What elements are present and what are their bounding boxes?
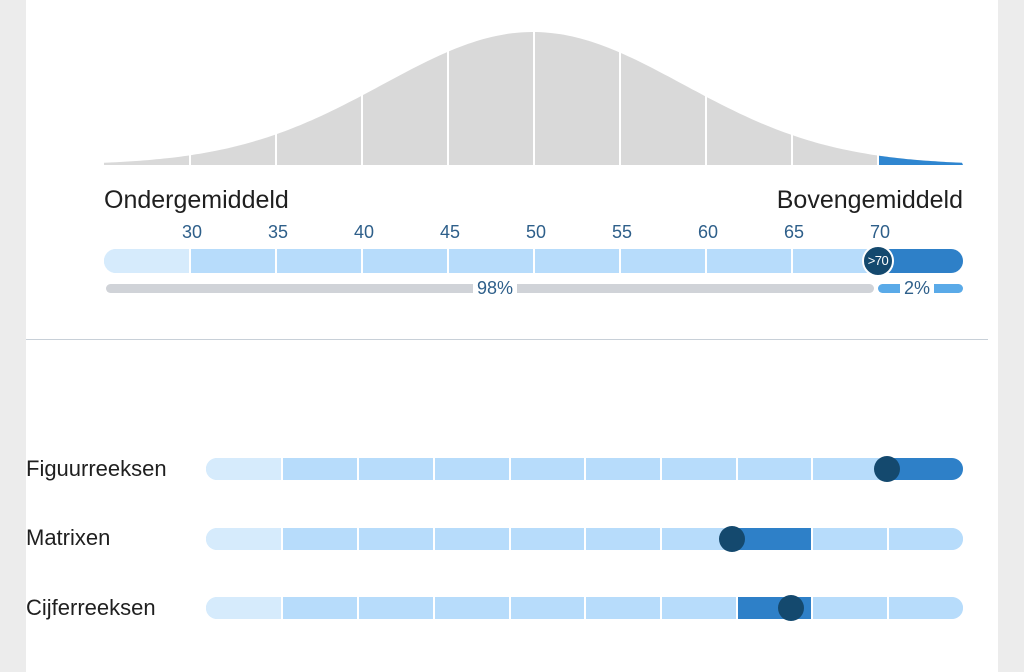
score-scale [104,249,963,273]
subtest-label-cijferreeksen: Cijferreeksen [26,595,156,620]
subtest-label-figuurreeksen: Figuurreeksen [26,456,167,481]
percent-above-label: 2% [900,278,935,299]
above-average-label: Bovengemiddeld [776,186,963,214]
tick-label: 35 [267,222,289,242]
subtest-marker-figuurreeksen [874,456,900,482]
tick-label: 45 [439,222,461,242]
tick-label: 65 [783,222,805,242]
tick-label: 60 [697,222,719,242]
subtest-marker-cijferreeksen [778,595,804,621]
subtest-marker-matrixen [719,526,745,552]
tick-label: 30 [181,222,203,242]
distribution-curve [104,30,963,165]
subtest-scale-cijferreeksen [206,597,963,619]
tick-label: 50 [525,222,547,242]
tick-label: 40 [353,222,375,242]
subtest-label-matrixen: Matrixen [26,525,111,550]
subtest-scale-matrixen [206,528,963,550]
subtest-scale-figuurreeksen [206,458,963,480]
score-marker: >70 [862,245,894,277]
below-average-label: Ondergemiddeld [104,186,289,214]
tick-label: 70 [869,222,891,242]
tick-label: 55 [611,222,633,242]
section-divider [26,339,988,340]
percent-below-label: 98% [473,278,518,299]
